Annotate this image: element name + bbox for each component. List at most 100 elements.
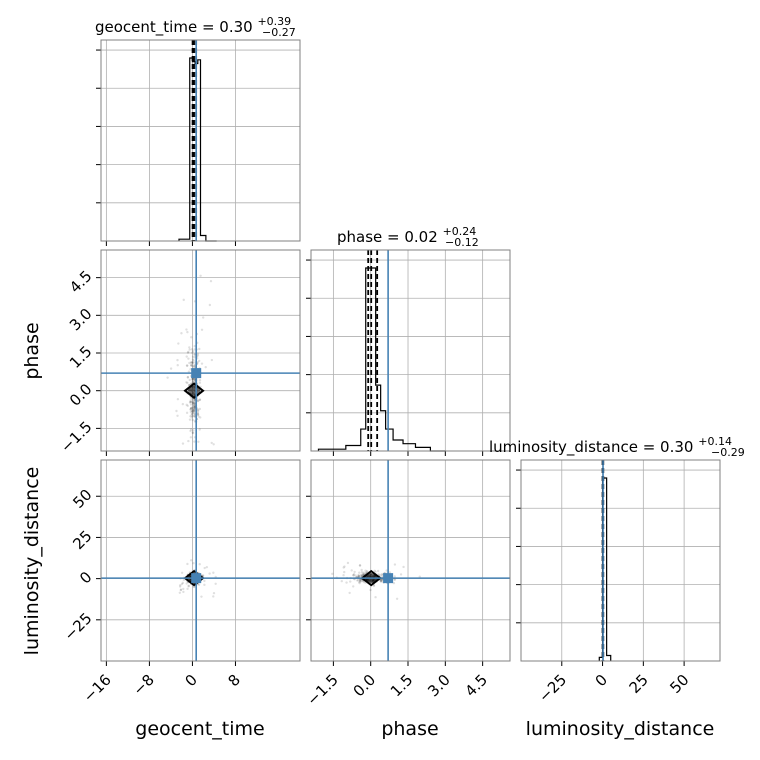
sample-point xyxy=(193,404,196,407)
sample-point xyxy=(191,401,195,405)
sample-point xyxy=(193,409,196,412)
sample-point xyxy=(187,584,190,587)
sample-point xyxy=(200,595,203,598)
title-geocent-time: geocent_time = 0.30 +0.39 xyxy=(95,15,291,37)
sample-point xyxy=(346,561,350,565)
sample-point xyxy=(393,575,396,578)
sample-point xyxy=(185,355,188,358)
sample-point xyxy=(362,571,365,574)
sample-point xyxy=(360,571,364,574)
sample-point xyxy=(199,416,202,419)
sample-point xyxy=(360,568,363,572)
sample-point xyxy=(212,595,215,598)
sample-point xyxy=(196,413,200,416)
sample-point xyxy=(363,580,366,584)
sample-point xyxy=(343,570,346,574)
sample-point xyxy=(369,588,372,592)
sample-point xyxy=(181,581,185,585)
sample-point xyxy=(192,412,196,415)
sample-point xyxy=(193,402,196,405)
sample-point xyxy=(191,378,194,381)
sample-point xyxy=(192,406,196,410)
sample-point xyxy=(345,581,348,584)
sample-point xyxy=(189,428,193,431)
sample-point xyxy=(187,383,191,387)
sample-point xyxy=(196,361,199,364)
sample-point xyxy=(196,409,199,412)
sample-point xyxy=(188,401,192,404)
sample-point xyxy=(198,381,202,384)
x-tick-label: 8 xyxy=(224,671,243,690)
sample-point xyxy=(393,578,396,581)
sample-point xyxy=(197,399,200,402)
sample-point xyxy=(192,585,196,588)
sample-point xyxy=(190,412,193,416)
sample-point xyxy=(392,581,396,585)
sample-point xyxy=(190,397,193,400)
sample-point xyxy=(353,570,356,574)
sample-point xyxy=(197,409,200,412)
sample-point xyxy=(193,404,196,408)
sample-point xyxy=(201,316,205,319)
sample-point xyxy=(342,574,345,577)
sample-point xyxy=(191,380,194,384)
sample-point xyxy=(203,566,206,570)
sample-point xyxy=(393,563,397,566)
y-tick-label: −1.5 xyxy=(57,418,95,456)
sample-point xyxy=(357,574,361,577)
sample-point xyxy=(380,579,383,582)
sample-point xyxy=(192,429,195,432)
sample-point xyxy=(205,565,209,569)
sample-point xyxy=(185,328,188,331)
sample-point xyxy=(196,352,199,356)
sample-point xyxy=(380,579,384,582)
sample-point xyxy=(189,415,192,418)
sample-point xyxy=(348,591,351,595)
sample-point xyxy=(203,583,206,587)
y-tick-label: 50 xyxy=(69,486,95,512)
sample-point xyxy=(198,347,201,351)
sample-point xyxy=(210,358,214,362)
sample-point xyxy=(189,400,192,404)
sample-point xyxy=(351,573,355,577)
sample-point xyxy=(198,379,202,382)
y-tick-label: 25 xyxy=(69,527,95,553)
sample-point xyxy=(191,407,195,410)
sample-point xyxy=(190,360,193,364)
sample-point xyxy=(191,361,194,364)
y-tick-label: 4.5 xyxy=(66,267,96,297)
sample-point xyxy=(200,362,204,365)
sample-point xyxy=(186,351,190,354)
panel-bg xyxy=(311,460,510,661)
sample-point xyxy=(209,279,213,283)
x-tick-label: 0 xyxy=(592,671,611,690)
sample-point xyxy=(379,574,382,577)
sample-point xyxy=(191,411,195,414)
sample-point xyxy=(359,574,362,578)
sample-point xyxy=(361,579,364,583)
sample-point xyxy=(198,398,202,402)
hist-panel-phase xyxy=(306,249,511,456)
sample-point xyxy=(204,365,207,369)
scatter-panel-phase-luminosity_distance: −1.5 0.0 1.5 3.0 4.5 xyxy=(303,459,511,709)
x-tick-label: 0 xyxy=(181,671,200,690)
sample-point xyxy=(193,378,196,381)
title-luminosity-distance-minus: −0.29 xyxy=(711,446,745,459)
sample-point xyxy=(189,407,193,410)
sample-point xyxy=(358,581,361,585)
sample-point xyxy=(198,563,201,566)
sample-point xyxy=(180,582,184,586)
sample-point xyxy=(359,580,362,583)
ylabel-luminosity-distance: luminosity_distance xyxy=(21,467,43,656)
sample-point xyxy=(193,440,196,443)
sample-point xyxy=(193,407,196,411)
sample-point xyxy=(190,400,193,404)
xlabel-geocent-time: geocent_time xyxy=(135,718,264,740)
x-tick-label: −25 xyxy=(535,671,570,706)
sample-point xyxy=(182,298,185,302)
y-tick-label: 0 xyxy=(76,568,95,587)
sample-point xyxy=(176,414,179,418)
sample-point xyxy=(203,579,206,583)
sample-point xyxy=(182,590,185,594)
